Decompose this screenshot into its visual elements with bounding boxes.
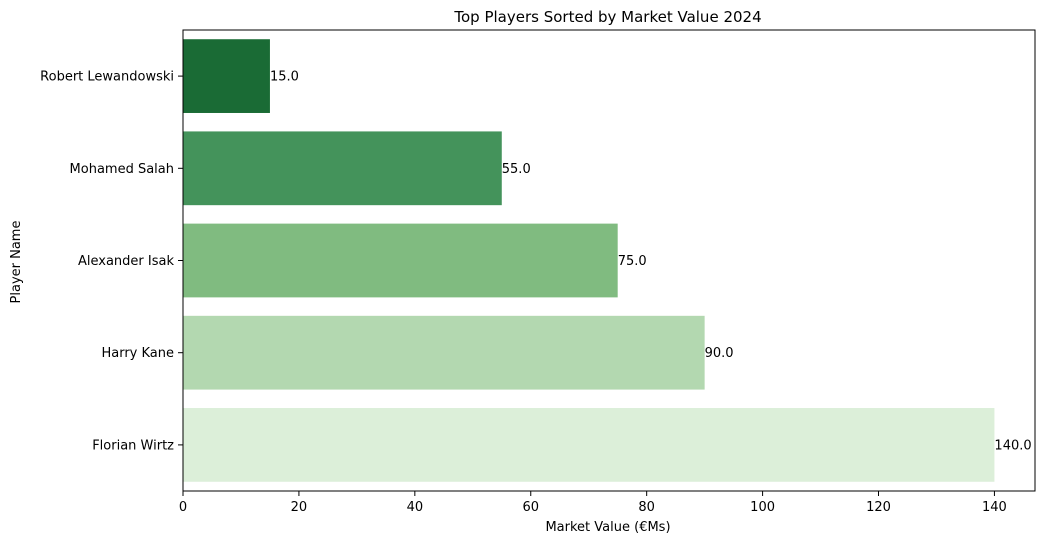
x-tick-label: 120 [866, 500, 891, 515]
y-tick-label: Mohamed Salah [70, 162, 174, 177]
y-tick-label: Harry Kane [101, 346, 174, 361]
y-tick-label: Alexander Isak [78, 254, 174, 269]
x-tick-label: 20 [291, 500, 308, 515]
x-tick-label: 80 [638, 500, 655, 515]
y-tick-label: Florian Wirtz [92, 438, 174, 453]
plot-frame [182, 29, 1036, 492]
x-tick-label: 140 [982, 500, 1007, 515]
bar [183, 39, 270, 113]
x-tick-label: 0 [179, 500, 187, 515]
data-label: 55.0 [502, 162, 531, 177]
y-axis-label: Player Name [9, 221, 24, 304]
data-label: 140.0 [994, 438, 1031, 453]
x-tick-label: 60 [522, 500, 539, 515]
bar [183, 408, 995, 482]
data-label: 90.0 [705, 346, 734, 361]
chart-title: Top Players Sorted by Market Value 2024 [453, 8, 761, 26]
plot-area: 15.0 Robert Lewandowski 55.0 Mohamed Salah 7… [40, 29, 1036, 515]
bar [183, 131, 502, 206]
data-label: 15.0 [270, 70, 299, 85]
x-tick-label: 40 [407, 500, 424, 515]
y-tick-label: Robert Lewandowski [40, 70, 174, 85]
x-tick-label: 100 [750, 500, 775, 515]
x-axis-label: Market Value (€Ms) [545, 520, 670, 535]
bar [183, 223, 618, 298]
bar [183, 315, 705, 390]
data-label: 75.0 [618, 254, 647, 269]
